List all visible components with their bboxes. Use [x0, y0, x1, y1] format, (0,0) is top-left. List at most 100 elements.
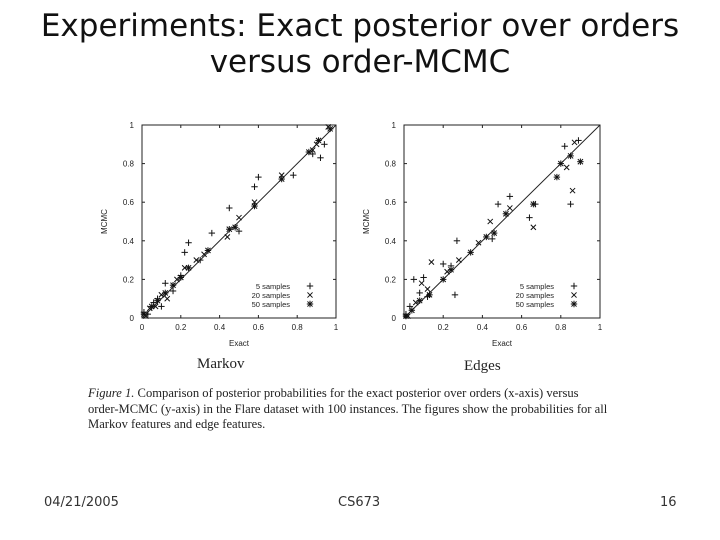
slide-title: Experiments: Exact posterior over orders… — [0, 8, 720, 80]
figure-caption: Figure 1. Comparison of posterior probab… — [88, 386, 608, 433]
x-tick-label: 0.2 — [438, 323, 450, 332]
data-point-1 — [451, 291, 459, 299]
data-point-2 — [424, 286, 431, 292]
data-point-1 — [158, 303, 165, 310]
x-tick-label: 0 — [140, 323, 145, 332]
data-point-1 — [226, 204, 233, 212]
data-point-1 — [494, 200, 502, 208]
data-point-2 — [418, 280, 425, 287]
data-point-2 — [571, 139, 578, 146]
data-point-3 — [490, 229, 498, 237]
data-point-3 — [231, 224, 239, 231]
figure-plots: 0 0.2 0.4 0.6 0.8 1 0 0.2 0.4 0.6 0.8 1 Exact MCMC 5 s… — [88, 106, 608, 360]
data-point-3 — [326, 125, 334, 133]
data-point-2 — [487, 218, 494, 225]
x-tick-label: 0.4 — [214, 323, 226, 332]
data-point-1 — [197, 256, 204, 264]
slide-title-line-2: versus order-MCMC — [209, 44, 511, 80]
data-point-1 — [506, 193, 514, 200]
x-tick-label: 0.6 — [516, 323, 528, 332]
data-point-3 — [416, 297, 423, 304]
data-point-3 — [567, 152, 574, 160]
data-point-1 — [290, 171, 297, 179]
data-point-2 — [530, 224, 537, 231]
data-point-3 — [148, 303, 155, 310]
data-point-3 — [278, 175, 285, 183]
data-point-1 — [440, 260, 447, 268]
data-point-3 — [408, 307, 416, 314]
y-axis-label: MCMC — [362, 209, 371, 234]
data-point-1 — [321, 141, 328, 148]
x-tick-label: 0 — [402, 323, 407, 332]
legend-label: 5 samples — [520, 282, 554, 291]
data-point-3 — [440, 276, 447, 283]
plot-panel-1: 0 0.2 0.4 0.6 0.8 1 0 0.2 0.4 0.6 0.8 1 Exact MCMC 5 s… — [362, 121, 603, 348]
slide-title-line-1: Experiments: Exact posterior over orders — [40, 8, 680, 44]
data-point-3 — [226, 226, 233, 233]
legend-label: 20 samples — [252, 291, 291, 300]
data-point-3 — [483, 233, 490, 241]
plot-frame-box — [403, 124, 601, 319]
footer-date: 04/21/2005 — [44, 495, 119, 510]
x-tick-label: 0.8 — [292, 323, 304, 332]
data-point-2 — [193, 257, 200, 264]
legend-marker — [306, 282, 314, 290]
edges-plot-title: Edges — [464, 358, 501, 374]
data-point-3 — [577, 158, 584, 165]
footer-page-number: 16 — [660, 495, 677, 510]
reference-line — [403, 124, 601, 319]
data-point-1 — [169, 287, 177, 295]
y-tick-label: 0.2 — [123, 275, 135, 284]
data-point-3 — [204, 247, 212, 254]
data-point-1 — [235, 227, 243, 235]
data-point-3 — [467, 249, 474, 256]
y-tick-label: 0 — [392, 314, 397, 323]
markov-plot-title: Markov — [197, 356, 245, 372]
data-point-2 — [236, 214, 242, 221]
figure-caption-label: Figure 1. — [88, 386, 135, 400]
figure-caption-text: Comparison of posterior probabilities fo… — [88, 386, 608, 431]
data-point-3 — [251, 202, 258, 210]
legend-marker — [571, 292, 577, 298]
y-tick-label: 0.8 — [385, 160, 397, 169]
data-point-2 — [224, 234, 231, 240]
plot-frame-box — [141, 124, 337, 319]
y-tick-label: 0.4 — [385, 237, 397, 246]
data-point-3 — [177, 274, 184, 281]
plot-panel-0: 0 0.2 0.4 0.6 0.8 1 0 0.2 0.4 0.6 0.8 1 Exact MCMC 5 s… — [100, 121, 339, 348]
data-point-3 — [315, 137, 322, 144]
x-tick-label: 0.2 — [175, 323, 187, 332]
x-tick-label: 1 — [598, 323, 603, 332]
data-point-1 — [162, 280, 169, 287]
y-tick-label: 0 — [130, 314, 135, 323]
data-point-2 — [475, 239, 482, 246]
data-point-2 — [563, 164, 570, 171]
data-point-3 — [530, 200, 537, 208]
x-tick-label: 1 — [334, 323, 339, 332]
data-point-1 — [526, 214, 533, 221]
data-point-1 — [181, 249, 188, 256]
data-point-1 — [185, 239, 192, 246]
data-point-3 — [447, 266, 455, 273]
x-axis-label: Exact — [492, 339, 513, 348]
data-point-3 — [140, 310, 148, 318]
scatter-plots-svg: 0 0.2 0.4 0.6 0.8 1 0 0.2 0.4 0.6 0.8 1 Exact MCMC 5 s… — [100, 121, 603, 348]
data-point-2 — [455, 257, 462, 264]
y-tick-label: 0.6 — [123, 198, 135, 207]
data-point-2 — [428, 259, 435, 265]
data-point-3 — [185, 264, 192, 272]
data-point-1 — [489, 235, 496, 243]
legend-marker — [307, 292, 313, 298]
x-axis-label: Exact — [229, 339, 250, 348]
legend-label: 20 samples — [516, 291, 555, 300]
legend-label: 50 samples — [516, 300, 555, 309]
data-point-3 — [305, 148, 313, 156]
y-tick-label: 0.2 — [385, 275, 397, 284]
data-point-3 — [426, 291, 433, 299]
data-point-1 — [420, 274, 427, 281]
data-point-3 — [557, 160, 564, 167]
y-tick-label: 0.8 — [123, 160, 135, 169]
data-point-2 — [569, 187, 576, 194]
x-tick-label: 0.8 — [555, 323, 567, 332]
data-point-1 — [251, 183, 258, 190]
